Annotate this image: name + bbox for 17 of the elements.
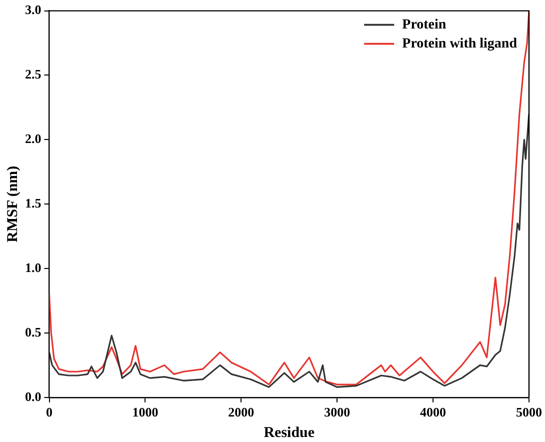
- y-tick-label: 2.0: [25, 131, 42, 146]
- y-tick-label: 0.0: [25, 388, 42, 404]
- y-tick-label: 1.5: [25, 195, 42, 210]
- y-tick-label: 1.0: [25, 260, 42, 275]
- legend-label: Protein: [402, 17, 446, 32]
- y-tick-label: 3.0: [25, 2, 42, 18]
- y-tick-label: 2.5: [25, 66, 42, 82]
- x-tick-label: 1000: [132, 404, 158, 420]
- x-tick-label: 2000: [228, 404, 254, 420]
- x-axis-title: Residue: [264, 424, 315, 441]
- x-tick-label: 3000: [324, 404, 350, 420]
- y-axis-title: RMSF (nm): [4, 166, 21, 242]
- x-tick-label: 5000: [516, 404, 542, 420]
- x-tick-label: 4000: [420, 404, 446, 420]
- x-tick-label: 0: [46, 404, 52, 420]
- legend-label: Protein with ligand: [402, 36, 518, 52]
- y-tick-label: 0.5: [25, 324, 42, 340]
